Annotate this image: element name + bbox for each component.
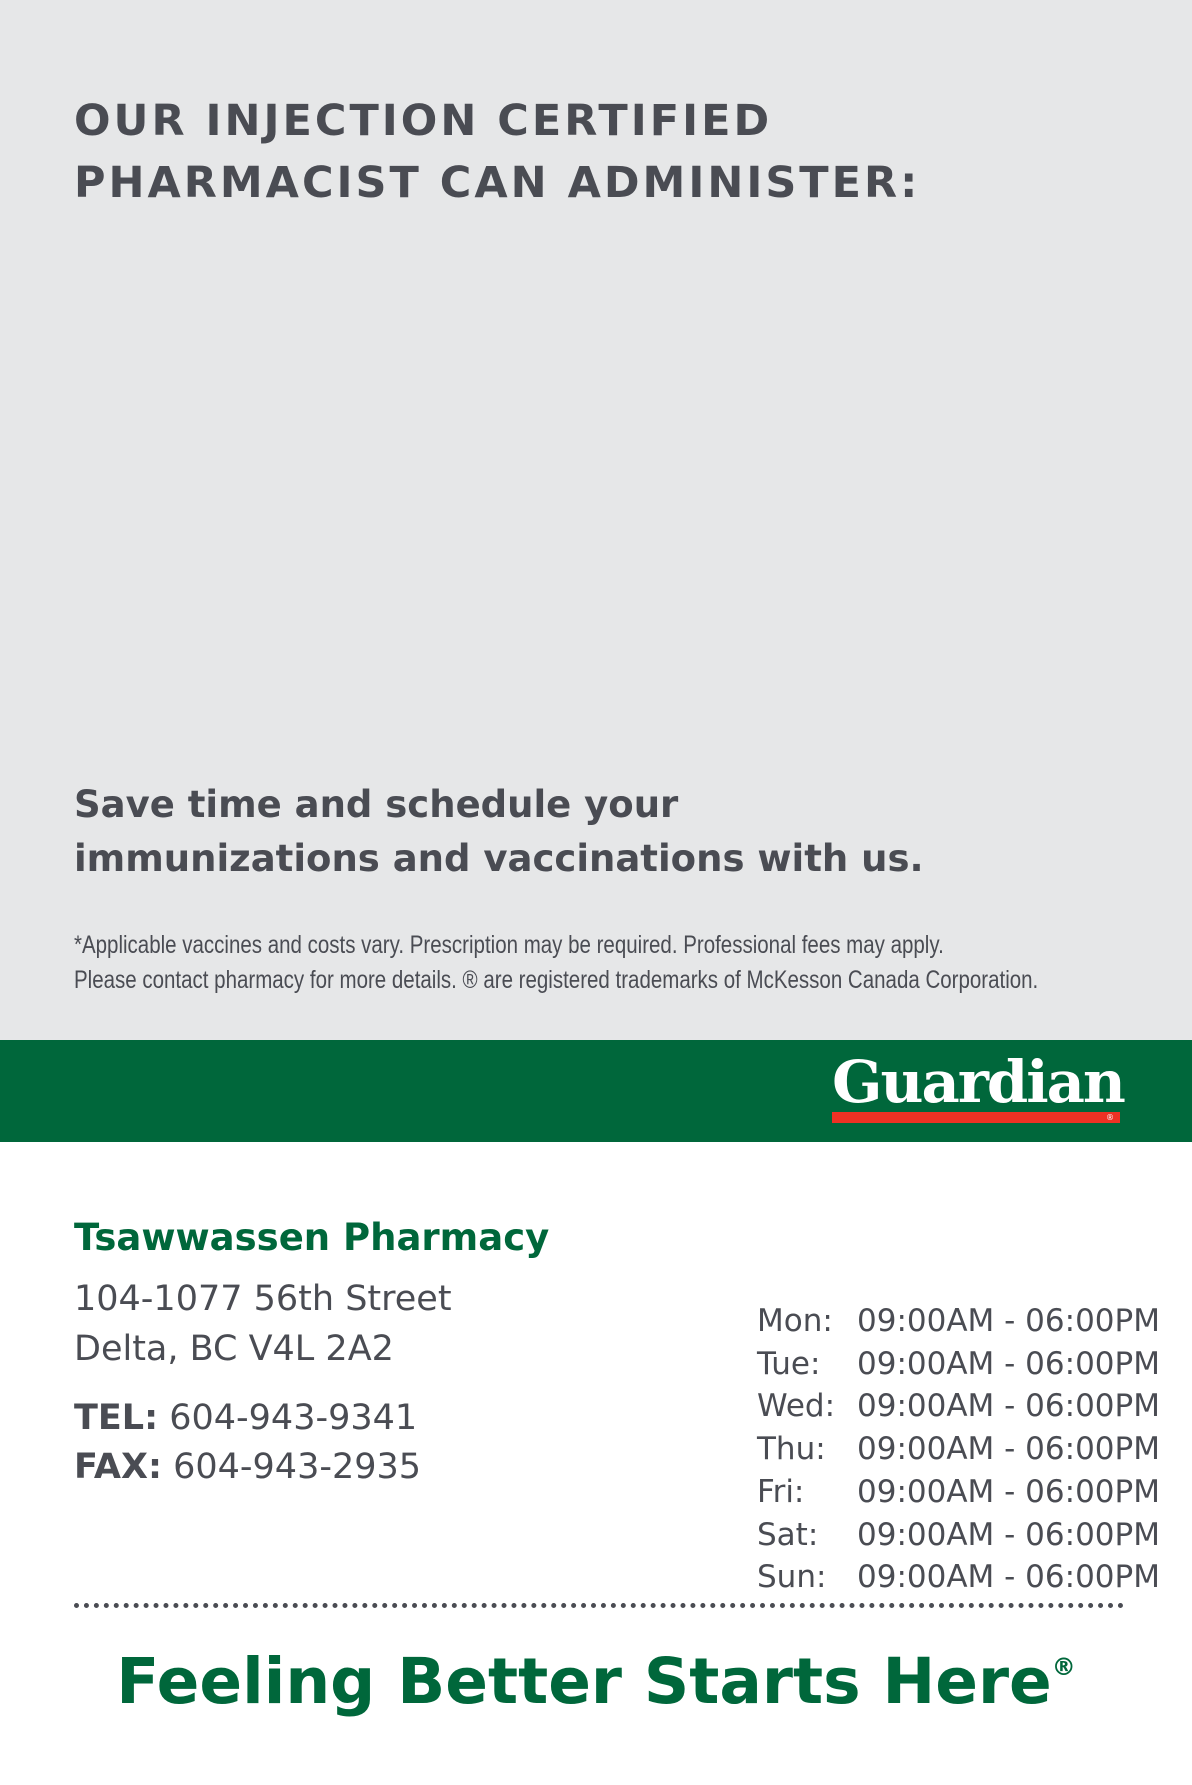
hours-row: Thu: 09:00AM - 06:00PM (757, 1428, 1160, 1471)
time: 09:00AM - 06:00PM (857, 1516, 1160, 1553)
logo-red-bar (832, 1112, 1120, 1123)
fax: FAX: 604-943-2935 (74, 1443, 421, 1492)
hours-row: Fri: 09:00AM - 06:00PM (757, 1471, 1160, 1514)
hours-row: Sun: 09:00AM - 06:00PM (757, 1556, 1160, 1599)
slogan-text: Feeling Better Starts Here (116, 1645, 1052, 1718)
day: Sat: (757, 1516, 819, 1553)
time: 09:00AM - 06:00PM (857, 1303, 1160, 1339)
promo-line-1: Save time and schedule your (74, 783, 679, 826)
time: 09:00AM - 06:00PM (857, 1559, 1160, 1596)
hours-row: Mon: 09:00AM - 06:00PM (757, 1300, 1160, 1343)
heading-line-1: OUR INJECTION CERTIFIED (74, 96, 773, 146)
day: Thu: (757, 1431, 826, 1468)
hours-row: Sat: 09:00AM - 06:00PM (757, 1514, 1160, 1557)
address-line-1: 104-1077 56th Street (74, 1279, 452, 1319)
fax-label: FAX: (74, 1447, 162, 1487)
day: Wed: (757, 1388, 836, 1425)
address-line-2: Delta, BC V4L 2A2 (74, 1329, 394, 1369)
time: 09:00AM - 06:00PM (857, 1431, 1160, 1468)
tel-label: TEL: (74, 1398, 159, 1438)
logo-text: Guardian (832, 1048, 1126, 1116)
fax-number: 604-943-2935 (173, 1447, 422, 1487)
guardian-logo: Guardian ® (832, 1048, 1126, 1126)
time: 09:00AM - 06:00PM (857, 1473, 1160, 1510)
heading-line-2: PHARMACIST CAN ADMINISTER: (74, 158, 921, 208)
disclaimer-line-2: Please contact pharmacy for more details… (74, 966, 1039, 994)
time: 09:00AM - 06:00PM (857, 1345, 1160, 1382)
dotted-divider (74, 1603, 1124, 1608)
disclaimer: *Applicable vaccines and costs vary. Pre… (74, 928, 1038, 998)
contact-numbers: TEL: 604-943-9341 FAX: 604-943-2935 (74, 1394, 421, 1492)
tel-number[interactable]: 604-943-9341 (169, 1398, 418, 1438)
disclaimer-line-1: *Applicable vaccines and costs vary. Pre… (74, 931, 944, 959)
pharmacy-address: 104-1077 56th Street Delta, BC V4L 2A2 (74, 1274, 452, 1374)
hours-row: Wed: 09:00AM - 06:00PM (757, 1385, 1160, 1428)
slogan-registered-mark: ® (1051, 1653, 1076, 1681)
logo-registered-mark: ® (1106, 1113, 1114, 1122)
brand-band (0, 1040, 1192, 1142)
phone: TEL: 604-943-9341 (74, 1394, 421, 1443)
day: Sun: (757, 1559, 827, 1596)
slogan: Feeling Better Starts Here® (0, 1645, 1192, 1718)
promo-line-2: immunizations and vaccinations with us. (74, 837, 924, 880)
store-hours: Mon: 09:00AM - 06:00PM Tue: 09:00AM - 06:0… (757, 1300, 1160, 1599)
hours-row: Tue: 09:00AM - 06:00PM (757, 1343, 1160, 1386)
day: Tue: (757, 1345, 821, 1382)
day: Mon: (757, 1303, 833, 1339)
top-panel (0, 0, 1192, 1040)
time: 09:00AM - 06:00PM (857, 1388, 1160, 1425)
pharmacy-name: Tsawwassen Pharmacy (74, 1216, 550, 1259)
promo-text: Save time and schedule your immunization… (74, 778, 924, 886)
day: Fri: (757, 1473, 805, 1510)
heading: OUR INJECTION CERTIFIED PHARMACIST CAN A… (74, 90, 920, 214)
